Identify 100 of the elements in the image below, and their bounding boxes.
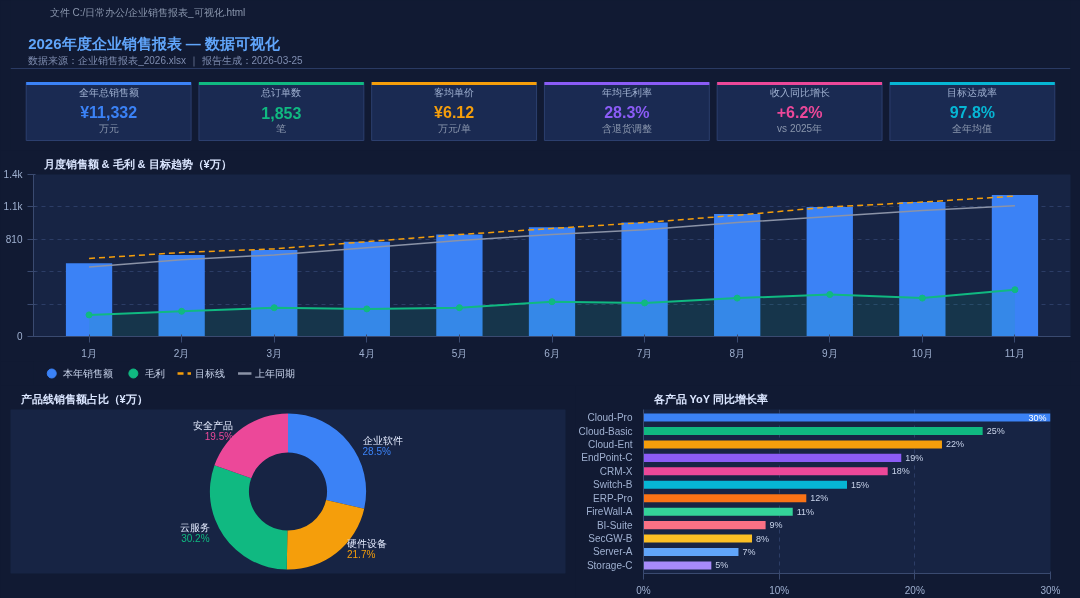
text: 1,853 <box>261 104 302 122</box>
bar <box>643 534 753 543</box>
y-tick-label: Cloud-Ent <box>588 438 633 450</box>
text: +6.2% <box>776 104 823 121</box>
bar <box>343 241 390 337</box>
point <box>455 304 463 312</box>
data-label: 22% <box>945 439 964 450</box>
legend-label: 本年销售额 <box>63 368 114 379</box>
point <box>85 311 93 319</box>
text: 客均单价 <box>434 87 475 98</box>
data-label: 9% <box>769 520 783 531</box>
y-tick-label: FireWall-A <box>586 506 633 518</box>
point <box>1011 286 1019 294</box>
bar <box>643 467 888 476</box>
y-tick-label: 810 <box>5 233 23 245</box>
chart-title: 月度销售额 & 毛利 & 目标趋势（¥万） <box>42 157 232 171</box>
x-tick-label: 20% <box>904 584 925 596</box>
point <box>270 304 278 312</box>
bar <box>65 263 113 337</box>
slice-label: 安全产品 <box>193 420 234 432</box>
legend-label: 上年同期 <box>255 368 296 379</box>
bar <box>643 521 766 530</box>
slice-label: 企业软件 <box>362 434 403 446</box>
y-tick-label: Storage-C <box>586 559 633 571</box>
point <box>918 294 926 302</box>
point <box>178 307 186 315</box>
bar <box>643 494 807 503</box>
bar <box>643 413 1051 422</box>
bar <box>643 440 942 449</box>
x-tick-label: 30% <box>1040 584 1061 596</box>
x-tick-label: 10月 <box>911 347 933 359</box>
text: 文件 C:/日常办公/企业销售报表_可视化.html <box>49 6 246 18</box>
line-series <box>88 204 1016 268</box>
data-label: 7% <box>742 546 756 557</box>
bar <box>806 206 853 337</box>
y-tick-label: SecGW-B <box>588 533 633 545</box>
bar <box>899 202 946 337</box>
point <box>363 305 371 313</box>
bar <box>436 234 483 337</box>
data-label: 15% <box>851 479 870 490</box>
text: 目标达成率 <box>947 87 998 98</box>
y-tick-label: EndPoint-C <box>581 452 633 464</box>
text: 笔 <box>276 123 287 134</box>
bar <box>251 250 298 337</box>
text: ¥6.12 <box>434 104 475 121</box>
text: 产品线销售额占比（¥万） <box>19 392 148 406</box>
y-tick-label: CRM-X <box>599 465 633 477</box>
point <box>826 291 834 298</box>
bar <box>991 194 1039 337</box>
bar <box>158 254 205 337</box>
x-tick-label: 9月 <box>821 347 838 359</box>
bar <box>528 227 576 337</box>
text: 年均毛利率 <box>601 87 652 98</box>
point <box>641 299 649 307</box>
bar <box>643 547 739 557</box>
x-tick-label: 4月 <box>359 347 375 359</box>
x-tick-label: 5月 <box>451 347 468 359</box>
x-tick-label: 3月 <box>266 347 283 359</box>
data-label: 19% <box>905 452 924 463</box>
x-tick-label: 11月 <box>1004 347 1026 359</box>
text: 28.3% <box>604 104 650 121</box>
text: 含退货调整 <box>601 123 652 134</box>
y-tick-label: 0 <box>16 331 23 342</box>
data-label: 5% <box>715 560 729 571</box>
y-tick-label: 1.4k <box>3 169 24 180</box>
text: 97.8% <box>949 104 996 121</box>
text: 全年总销售额 <box>78 87 139 98</box>
x-tick-label: 6月 <box>544 347 560 359</box>
bar <box>643 426 983 436</box>
bar <box>643 480 847 489</box>
text: 2026年度企业销售报表 — 数据可视化 <box>28 34 281 52</box>
y-tick-label: ERP-Pro <box>593 492 633 504</box>
legend-label: 目标线 <box>194 368 225 379</box>
y-tick-label: Server-A <box>593 546 633 558</box>
x-tick-label: 1月 <box>81 347 97 359</box>
bar <box>714 214 761 337</box>
x-tick-label: 0% <box>636 584 651 596</box>
slice-label: 云服务 <box>179 522 210 534</box>
bar <box>643 507 793 516</box>
data-label: 11% <box>796 506 815 517</box>
data-label: 28.5% <box>362 445 391 457</box>
data-label: 8% <box>756 533 770 544</box>
text: 全年均值 <box>952 123 993 134</box>
text: 数据来源：企业销售报表_2026.xlsx ｜ 报告生成：2026-03-25 <box>28 54 304 67</box>
text: 总订单数 <box>260 87 302 98</box>
bar <box>643 453 902 462</box>
data-label: 25% <box>986 426 1005 437</box>
data-label: 30% <box>1028 412 1047 423</box>
text: 收入同比增长 <box>769 87 830 98</box>
text: 万元/单 <box>437 123 471 134</box>
x-tick-label: 7月 <box>636 347 653 359</box>
chart-title: 各产品 YoY 同比增长率 <box>652 392 768 405</box>
y-tick-label: Cloud-Basic <box>578 425 633 437</box>
y-tick-label: 1.1k <box>3 201 24 213</box>
line-series <box>88 195 1016 260</box>
text: vs 2025年 <box>777 123 823 134</box>
slice-label: 硬件设备 <box>346 538 387 550</box>
data-label: 18% <box>891 466 910 477</box>
x-tick-label: 2月 <box>173 347 190 359</box>
point <box>548 298 556 306</box>
